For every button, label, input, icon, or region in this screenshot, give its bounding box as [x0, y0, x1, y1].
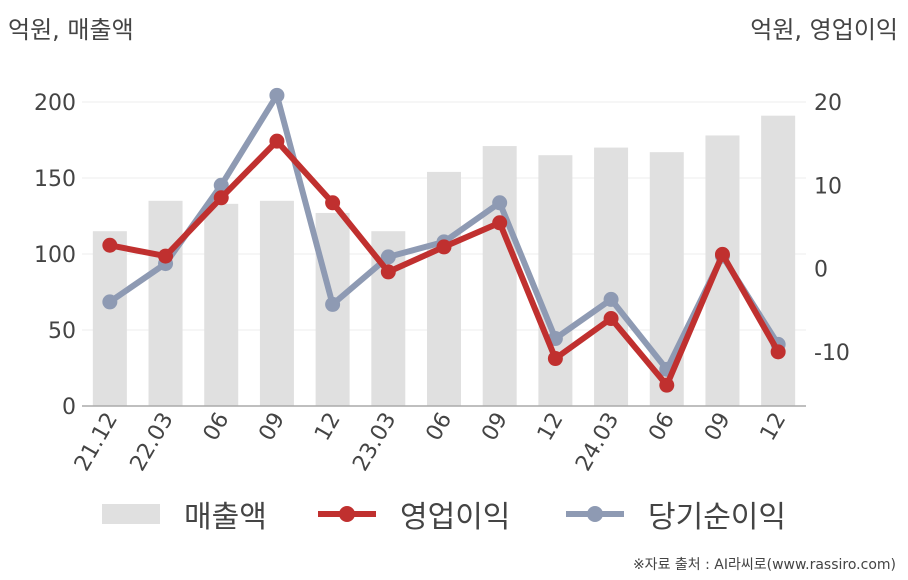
left-axis-tick-label: 50	[48, 319, 76, 344]
point-operating-profit	[380, 264, 396, 280]
x-axis-tick-label: 09	[700, 409, 736, 446]
x-axis-tick-label: 06	[422, 409, 458, 446]
legend-swatch-operating-profit	[318, 503, 376, 525]
bar-revenue	[482, 146, 517, 406]
left-axis-tick-label: 100	[34, 243, 76, 268]
right-axis-tick-label: 0	[814, 258, 828, 283]
point-operating-profit	[325, 195, 341, 211]
x-axis-tick-label: 23.03	[348, 409, 401, 476]
right-axis-tick-label: 10	[814, 174, 842, 199]
bar-revenue	[594, 147, 629, 406]
left-axis-unit-label: 억원, 매출액	[8, 16, 134, 44]
point-operating-profit	[102, 237, 118, 253]
bar-revenue	[761, 115, 796, 407]
left-axis-tick-label: 0	[62, 395, 76, 420]
legend-item-operating-profit: 영업이익	[318, 494, 511, 535]
point-operating-profit	[492, 215, 508, 231]
x-axis-tick-label: 09	[477, 409, 513, 446]
bar-revenue	[538, 155, 573, 406]
right-axis-tick-label: -10	[814, 341, 850, 366]
bar-revenue	[148, 200, 183, 406]
point-operating-profit	[213, 190, 229, 206]
point-net-income	[325, 296, 341, 312]
bar-revenue	[427, 171, 461, 406]
point-net-income	[213, 177, 229, 193]
point-net-income	[269, 87, 285, 103]
x-axis-tick-label: 12	[533, 409, 569, 446]
point-operating-profit	[770, 344, 786, 360]
point-net-income	[102, 294, 118, 310]
x-axis-tick-label: 06	[199, 409, 235, 446]
point-operating-profit	[659, 377, 675, 393]
point-operating-profit	[158, 248, 174, 264]
legend-swatch-revenue	[102, 504, 160, 524]
point-operating-profit	[603, 311, 619, 327]
chart-legend: 매출액 영업이익 당기순이익	[0, 494, 908, 535]
x-axis-tick-label: 06	[644, 409, 680, 446]
x-axis-tick-label: 12	[756, 409, 792, 446]
left-axis-tick-label: 200	[34, 91, 76, 116]
x-axis-tick-label: 12	[310, 409, 346, 446]
x-axis-tick-label: 09	[254, 409, 290, 446]
point-operating-profit	[436, 239, 452, 255]
x-axis-tick-label: 24.03	[571, 409, 624, 476]
bar-revenue	[259, 200, 294, 406]
right-axis-unit-label: 억원, 영업이익	[750, 16, 898, 44]
x-axis-tick-label: 21.12	[70, 409, 123, 476]
point-operating-profit	[269, 133, 285, 149]
x-axis-tick-label: 22.03	[126, 409, 179, 476]
legend-item-net-income: 당기순이익	[566, 494, 786, 535]
legend-label-net-income: 당기순이익	[648, 500, 786, 535]
legend-item-revenue: 매출액	[102, 494, 267, 535]
legend-label-operating-profit: 영업이익	[400, 500, 511, 535]
bar-revenue	[92, 231, 127, 406]
legend-label-revenue: 매출액	[184, 500, 267, 535]
point-net-income	[603, 291, 619, 307]
right-axis-tick-label: 20	[814, 91, 842, 116]
legend-swatch-net-income	[566, 503, 624, 525]
bar-revenue	[204, 203, 239, 406]
left-axis-tick-label: 150	[34, 167, 76, 192]
source-credit: ※자료 출처 : AI라씨로(www.rassiro.com)	[632, 557, 896, 573]
point-net-income	[380, 249, 396, 265]
point-operating-profit	[547, 351, 563, 367]
point-net-income	[492, 195, 508, 211]
point-operating-profit	[714, 246, 730, 262]
